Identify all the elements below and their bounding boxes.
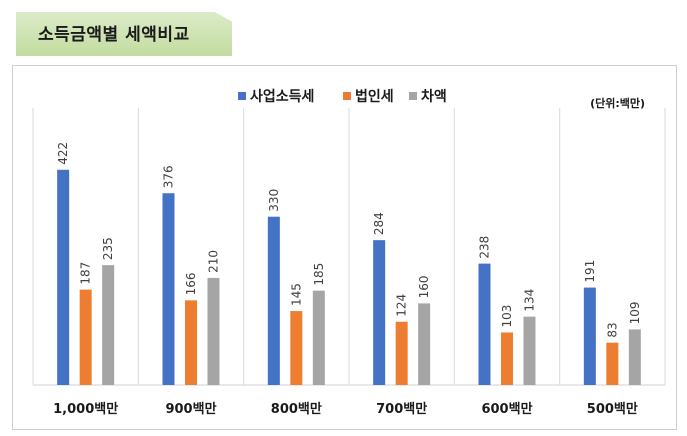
data-label: 166 [184, 272, 198, 295]
bar [162, 193, 175, 385]
bar [373, 240, 386, 385]
bar [395, 321, 408, 385]
data-label: 109 [628, 302, 642, 325]
bar [501, 332, 513, 385]
bar [290, 311, 303, 385]
chart-frame [12, 65, 677, 430]
category-label: 500백만 [587, 401, 638, 417]
data-label: 191 [583, 260, 597, 283]
bar [267, 216, 280, 385]
bar [478, 263, 491, 385]
legend-swatch [343, 92, 351, 100]
category-label: 600백만 [481, 401, 532, 417]
data-label: 422 [56, 142, 70, 165]
data-label: 235 [101, 237, 115, 260]
data-label: 145 [289, 283, 303, 306]
data-label: 160 [417, 275, 431, 298]
bar [583, 287, 596, 385]
bar [207, 277, 220, 385]
category-label: 900백만 [165, 401, 216, 417]
category-label: 1,000백만 [53, 401, 118, 417]
data-label: 134 [523, 289, 537, 312]
unit-note: (단위:백만) [590, 96, 645, 110]
data-label: 185 [312, 263, 326, 286]
data-label: 83 [605, 322, 619, 337]
bar [57, 169, 70, 385]
bar [628, 329, 641, 385]
data-label: 124 [395, 294, 409, 317]
data-label: 376 [162, 165, 176, 188]
legend-label: 차액 [421, 88, 447, 105]
chart-title: 소득금액별 세액비교 [38, 25, 190, 45]
category-label: 800백만 [271, 401, 322, 417]
bar [102, 265, 115, 385]
data-label: 187 [79, 262, 93, 285]
bar [312, 290, 325, 385]
data-label: 330 [267, 189, 281, 212]
bar [79, 289, 92, 385]
data-label: 284 [372, 212, 386, 235]
data-label: 210 [207, 250, 221, 273]
category-label: 700백만 [376, 401, 427, 417]
legend-swatch [409, 92, 417, 100]
legend-swatch [238, 92, 246, 100]
legend-label: 법인세 [355, 88, 394, 105]
bar [606, 342, 619, 385]
data-label: 103 [500, 305, 514, 328]
data-label: 238 [478, 236, 492, 259]
bar [523, 316, 536, 385]
bar [418, 303, 431, 385]
title-tab [16, 12, 232, 56]
legend-label: 사업소득세 [250, 89, 314, 105]
bar [185, 300, 197, 385]
